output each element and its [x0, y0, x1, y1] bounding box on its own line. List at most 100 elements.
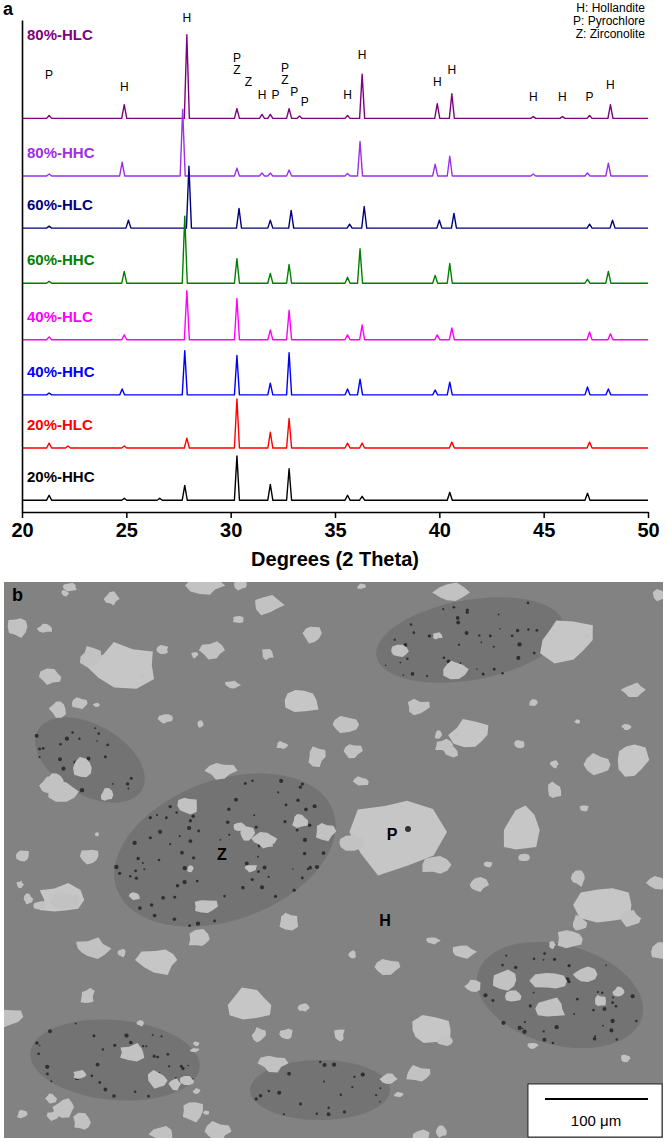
sem-pore: [241, 886, 243, 888]
sem-grain: [104, 591, 120, 605]
sem-pore: [183, 866, 187, 870]
sem-pore: [274, 895, 277, 898]
x-tick-mark: [126, 512, 128, 518]
x-tick-label: 50: [637, 519, 659, 541]
sem-pore: [327, 1112, 331, 1116]
sem-pore: [501, 1021, 505, 1025]
phase-label: H: [379, 912, 391, 929]
sem-pore: [255, 1097, 258, 1100]
sem-pore: [292, 868, 294, 870]
x-tick-mark: [335, 512, 337, 518]
sem-grain: [374, 959, 400, 975]
sem-pore: [142, 862, 144, 864]
sem-pore: [104, 755, 107, 758]
sem-pore: [535, 629, 538, 632]
sem-grain: [135, 949, 177, 975]
sem-pore: [442, 608, 444, 610]
sem-pore: [296, 829, 299, 832]
sem-grain: [45, 1094, 57, 1104]
sem-pore: [610, 1019, 614, 1023]
x-tick-label: 30: [220, 519, 242, 541]
sem-grain: [433, 632, 443, 639]
sem-pore: [405, 826, 411, 832]
peak-label: H: [120, 80, 129, 94]
peak-label: P: [290, 85, 298, 99]
peak-label: H: [358, 48, 367, 62]
sem-grain: [470, 877, 489, 892]
sem-pore: [482, 672, 485, 675]
sem-pore: [165, 816, 168, 819]
plot-area: [22, 35, 648, 500]
sem-pore: [453, 606, 456, 609]
sem-grain: [198, 720, 204, 727]
sem-pore: [251, 780, 253, 782]
sem-pore: [327, 1107, 329, 1109]
sem-pore: [413, 631, 416, 634]
sem-grain: [406, 1065, 430, 1081]
sem-grain: [646, 876, 663, 890]
sem-grain: [620, 910, 641, 927]
sem-grain: [76, 937, 112, 959]
sem-pore: [257, 856, 259, 858]
xrd-pattern: [22, 35, 648, 119]
sem-pore: [592, 1009, 595, 1012]
sem-pore: [38, 748, 41, 751]
sem-pore: [287, 1072, 291, 1076]
sem-pore: [478, 634, 480, 636]
sem-grain: [140, 675, 144, 679]
x-tick-mark: [648, 512, 650, 518]
sem-grain: [653, 589, 663, 601]
sem-pore: [168, 805, 171, 808]
peak-label: H: [448, 63, 457, 77]
sem-pore: [98, 1081, 101, 1084]
sem-grain: [548, 782, 561, 799]
sem-pore: [406, 657, 409, 660]
peak-label: H: [433, 75, 442, 89]
sem-grain: [258, 1056, 289, 1073]
peak-label: H: [529, 90, 538, 104]
sem-grain: [408, 699, 430, 715]
phase-key: H: Hollandite: [576, 1, 645, 15]
sem-grain: [73, 1070, 86, 1079]
sem-grain: [621, 682, 646, 697]
sem-pore: [244, 782, 247, 785]
sem-pore: [161, 896, 165, 900]
sem-grain: [285, 690, 319, 712]
sem-pore: [226, 821, 230, 825]
sem-grain: [584, 753, 611, 775]
sem-grain: [612, 986, 624, 996]
peak-label: H: [183, 11, 192, 25]
sem-grain: [187, 865, 194, 872]
sem-grain: [464, 980, 480, 992]
x-tick-mark: [439, 512, 441, 518]
sem-pore: [78, 738, 80, 740]
sem-grain: [651, 942, 663, 959]
sem-pore: [241, 886, 244, 889]
sem-pore: [91, 1074, 94, 1077]
sem-pore: [593, 1037, 597, 1041]
sem-grain: [233, 616, 244, 623]
sem-pore: [601, 992, 603, 994]
sem-pore: [188, 924, 191, 927]
sem-grain: [618, 744, 650, 776]
x-tick-label: 20: [11, 519, 33, 541]
sem-pore: [465, 631, 469, 635]
sem-pore: [114, 865, 118, 869]
sem-pore: [142, 1045, 144, 1047]
sem-pore: [597, 991, 599, 993]
sem-pore: [316, 1113, 318, 1115]
sem-grain: [394, 1092, 404, 1098]
series-label: 20%-HLC: [27, 416, 93, 433]
sem-pore: [483, 993, 487, 997]
sem-pore: [304, 808, 308, 812]
sem-pore: [124, 1033, 128, 1037]
sem-grain: [443, 661, 469, 680]
sem-pore: [80, 788, 84, 792]
sem-pore: [173, 918, 177, 922]
sem-grain: [17, 1110, 28, 1119]
sem-pore: [313, 804, 317, 808]
sem-pore: [353, 1076, 355, 1078]
sem-pore: [296, 799, 299, 802]
sem-pore: [71, 731, 74, 734]
xrd-pattern: [22, 399, 648, 448]
